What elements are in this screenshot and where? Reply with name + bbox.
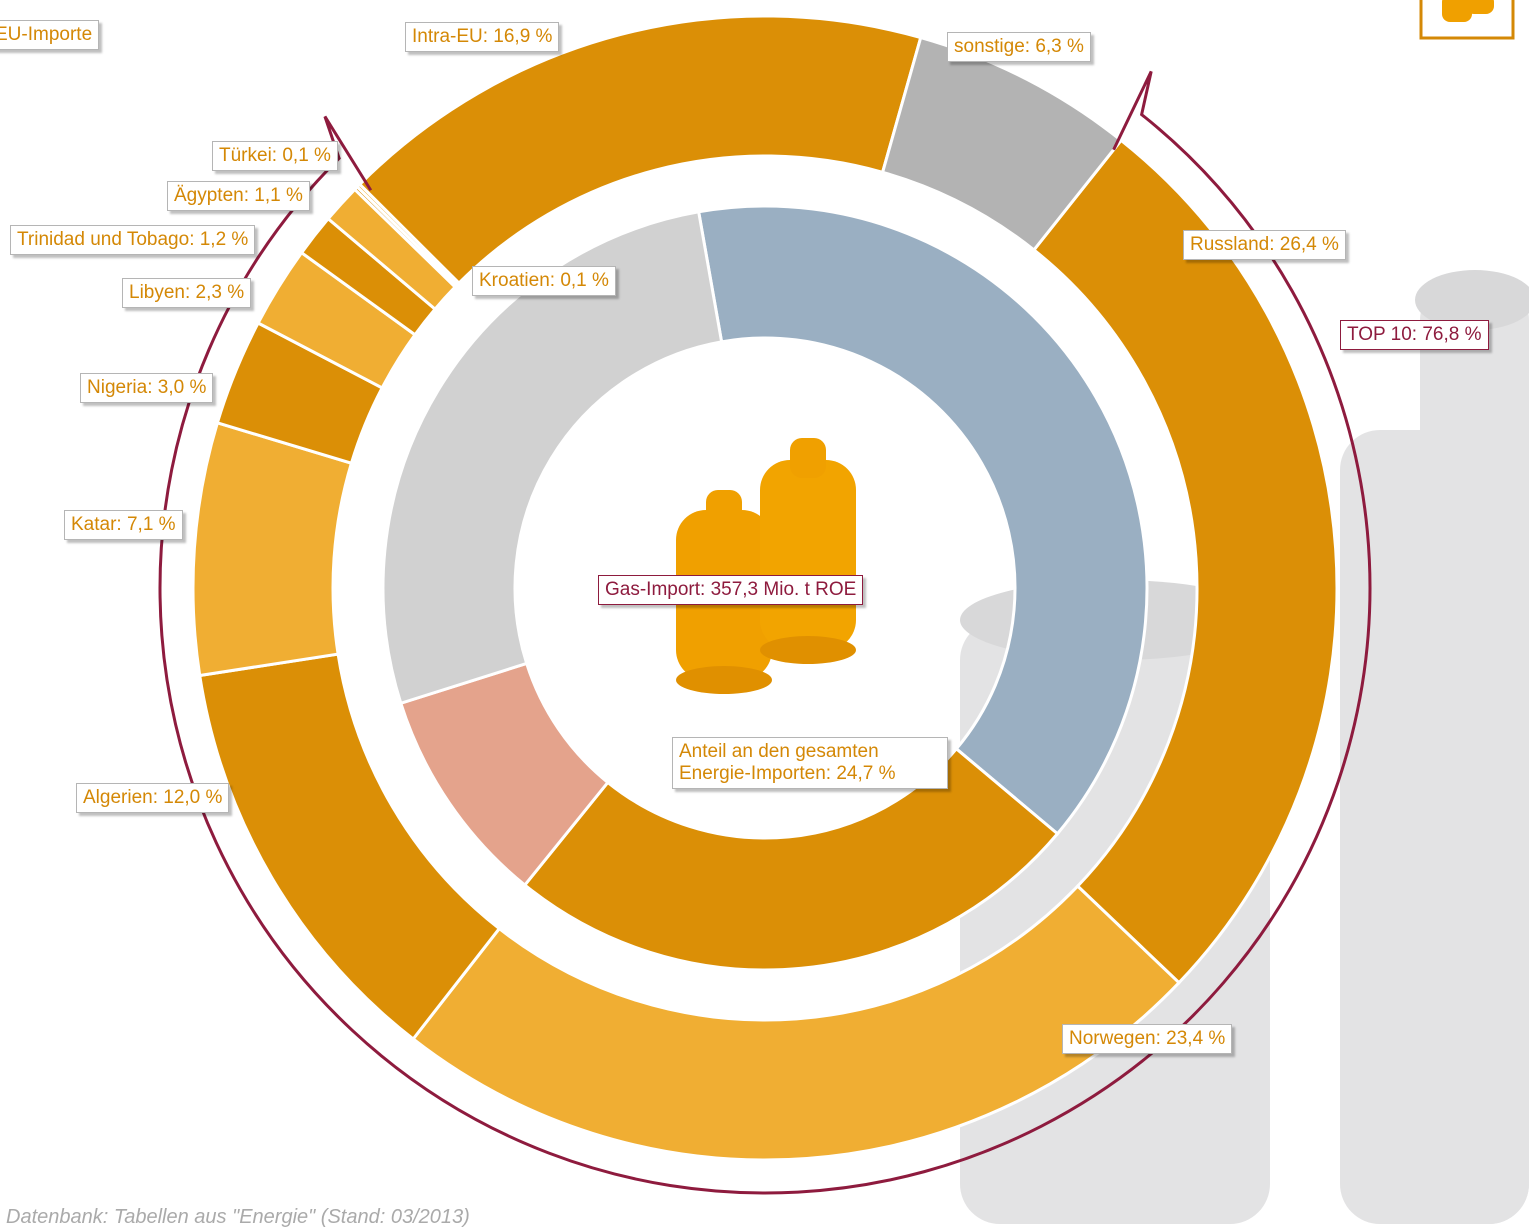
outer-label: Kroatien: 0,1 % [472,266,616,296]
outer-label: Trinidad und Tobago: 1,2 % [10,225,255,255]
outer-label: Russland: 26,4 % [1183,230,1346,260]
center-icon [676,438,856,694]
source-note: Datenbank: Tabellen aus "Energie" (Stand… [6,1206,470,1229]
top10-label: TOP 10: 76,8 % [1340,320,1489,350]
corner-icon [1421,0,1513,38]
outer-label: Intra-EU: 16,9 % [405,22,559,52]
legend-label: EU-Importe [0,20,99,50]
outer-label: Norwegen: 23,4 % [1062,1024,1232,1054]
inner-label: Anteil an den gesamten Energie-Importen:… [672,737,948,789]
outer-label: Algerien: 12,0 % [76,783,229,813]
outer-label: Libyen: 2,3 % [122,278,251,308]
outer-label: Ägypten: 1,1 % [167,181,310,211]
page: EU-Importe Gas-Import: 357,3 Mio. t ROE … [0,0,1529,1224]
outer-segment [193,423,351,676]
outer-label: Katar: 7,1 % [64,510,183,540]
center-label: Gas-Import: 357,3 Mio. t ROE [598,575,863,605]
outer-label: Nigeria: 3,0 % [80,373,213,403]
outer-label: sonstige: 6,3 % [947,32,1091,62]
outer-label: Türkei: 0,1 % [212,141,338,171]
